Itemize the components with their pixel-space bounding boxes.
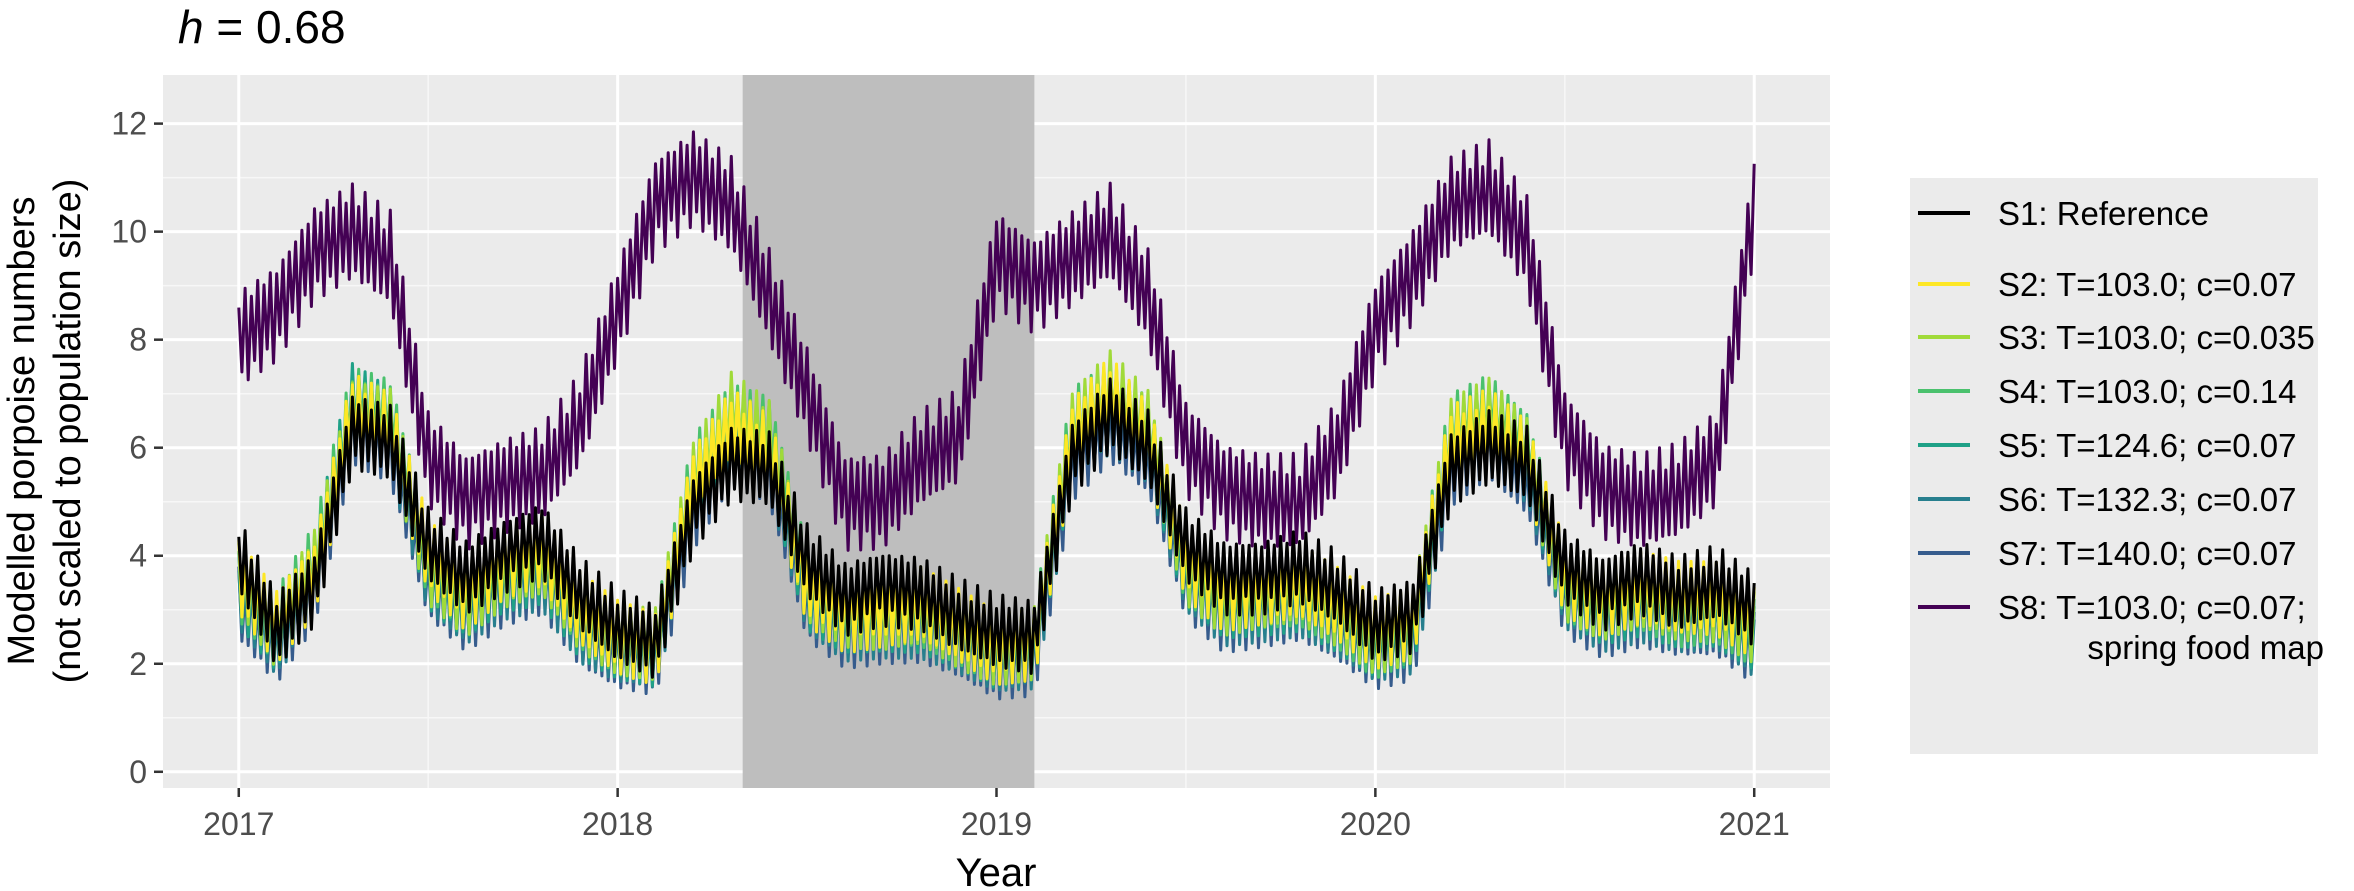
legend-label-s4: S4: T=103.0; c=0.14 xyxy=(1998,373,2296,410)
y-tick-label: 4 xyxy=(129,538,147,574)
y-tick-label: 8 xyxy=(129,322,147,358)
x-tick-label: 2020 xyxy=(1340,806,1411,842)
legend-label-s2: S2: T=103.0; c=0.07 xyxy=(1998,266,2296,303)
y-tick-label: 6 xyxy=(129,430,147,466)
series-line-s8 xyxy=(237,130,1756,552)
y-axis: 0 2 4 6 8 10 12 xyxy=(111,106,163,790)
shaded-period xyxy=(742,75,1035,788)
chart-title: h = 0.68 xyxy=(178,0,346,54)
x-axis-title: Year xyxy=(956,851,1037,891)
y-axis-title-line1: Modelled porpoise numbers xyxy=(1,197,43,666)
legend-label-s7: S7: T=140.0; c=0.07 xyxy=(1998,535,2296,572)
x-tick-label: 2018 xyxy=(582,806,653,842)
y-axis-title-line2: (not scaled to population size) xyxy=(47,179,89,684)
legend-label-s5: S5: T=124.6; c=0.07 xyxy=(1998,427,2296,464)
y-tick-label: 10 xyxy=(111,214,147,250)
legend-label-s8-line2: spring food map xyxy=(2087,629,2324,666)
legend: S1: Reference S2: T=103.0; c=0.07 S3: T=10… xyxy=(1910,178,2324,754)
legend-label-s3: S3: T=103.0; c=0.035 xyxy=(1998,319,2315,356)
x-tick-label: 2019 xyxy=(961,806,1032,842)
y-tick-label: 12 xyxy=(111,106,147,142)
x-axis: 2017 2018 2019 2020 2021 xyxy=(203,788,1790,842)
series-lines xyxy=(237,130,1756,701)
legend-label-s8: S8: T=103.0; c=0.07; xyxy=(1998,589,2306,626)
y-tick-label: 2 xyxy=(129,646,147,682)
chart-title-rest: = 0.68 xyxy=(203,1,346,53)
chart-title-italic: h xyxy=(178,1,204,53)
legend-label-s6: S6: T=132.3; c=0.07 xyxy=(1998,481,2296,518)
legend-label-s1: S1: Reference xyxy=(1998,195,2209,232)
x-tick-label: 2017 xyxy=(203,806,274,842)
x-tick-label: 2021 xyxy=(1719,806,1790,842)
y-tick-label: 0 xyxy=(129,754,147,790)
series-line-s1 xyxy=(237,377,1756,679)
legend-background xyxy=(1910,178,2318,754)
